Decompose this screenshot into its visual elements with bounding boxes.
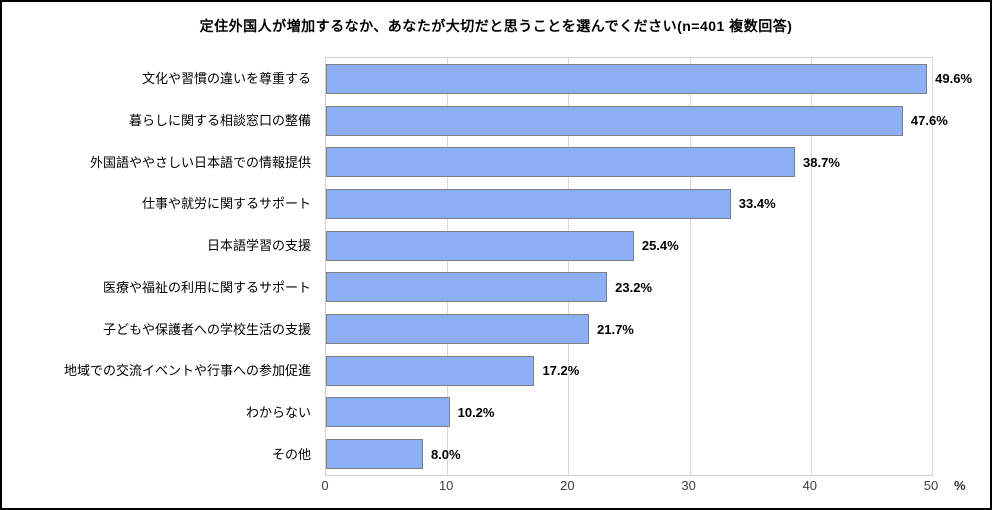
bar: [326, 272, 608, 303]
category-label: その他: [271, 446, 311, 462]
category-label: 暮らしに関する相談窓口の整備: [128, 113, 311, 129]
category-label: 子どもや保護者への学校生活の支援: [102, 321, 311, 337]
value-label: 49.6%: [935, 71, 973, 87]
gridline: [689, 58, 691, 475]
bar: [326, 230, 634, 261]
bar: [326, 63, 928, 94]
category-label: 医療や福祉の利用に関するサポート: [102, 279, 311, 295]
value-label: 23.2%: [615, 279, 653, 295]
value-label: 33.4%: [738, 196, 776, 212]
bar: [326, 105, 903, 136]
x-axis-tick: 20: [560, 478, 575, 493]
bar-row: 25.4%: [326, 225, 932, 267]
x-axis-unit-label: %: [954, 478, 966, 493]
gridline: [932, 58, 933, 475]
bar: [326, 147, 796, 178]
chart-title: 定住外国人が増加するなか、あなたが大切だと思うことを選んでください(n=401 …: [199, 18, 793, 34]
plot-area: 49.6% 47.6% 38.7% 33.4% 25.4% 23.2% 21.7% 17.2%…: [325, 57, 972, 476]
bar: [326, 188, 731, 219]
value-label: 47.6%: [910, 113, 948, 129]
value-label: 8.0%: [430, 446, 461, 462]
bar: [326, 439, 423, 470]
value-label: 38.7%: [803, 154, 840, 170]
gridline: [568, 58, 570, 475]
bar: [326, 314, 589, 345]
bar-row: 17.2%: [326, 350, 932, 392]
bar: [326, 397, 450, 428]
bar-row: 8.0%: [326, 433, 932, 475]
category-label: 外国語ややさしい日本語での情報提供: [89, 154, 311, 170]
category-label: 文化や習慣の違いを尊重する: [141, 71, 311, 87]
value-label: 21.7%: [597, 321, 634, 337]
gridline: [447, 58, 449, 475]
bar-row: 21.7%: [326, 308, 932, 350]
category-axis: 文化や習慣の違いを尊重する暮らしに関する相談窓口の整備外国語ややさしい日本語での…: [2, 57, 318, 474]
bar: [326, 355, 535, 386]
bar-row: 33.4%: [326, 183, 932, 225]
bar-row: 23.2%: [326, 267, 932, 309]
x-axis-tick: 0: [321, 478, 329, 493]
x-axis-tick: 50: [923, 478, 939, 493]
gridline: [810, 58, 812, 475]
x-axis: 0 10 20 30 40 50: [321, 478, 938, 498]
x-axis-tick: 40: [802, 478, 818, 493]
bar-row: 47.6%: [326, 100, 948, 142]
value-label: 10.2%: [457, 404, 495, 420]
category-label: 地域での交流イベントや行事への参加促進: [63, 363, 311, 379]
category-label: わからない: [245, 404, 311, 420]
x-axis-tick: 30: [681, 478, 696, 493]
bar-row: 10.2%: [326, 392, 932, 434]
value-label: 25.4%: [641, 238, 679, 254]
bar-row: 49.6%: [326, 58, 972, 100]
bar-row: 38.7%: [326, 141, 932, 183]
value-label: 17.2%: [542, 363, 580, 379]
x-axis-tick: 10: [438, 478, 454, 493]
category-label: 仕事や就労に関するサポート: [141, 196, 311, 212]
category-label: 日本語学習の支援: [206, 238, 311, 254]
